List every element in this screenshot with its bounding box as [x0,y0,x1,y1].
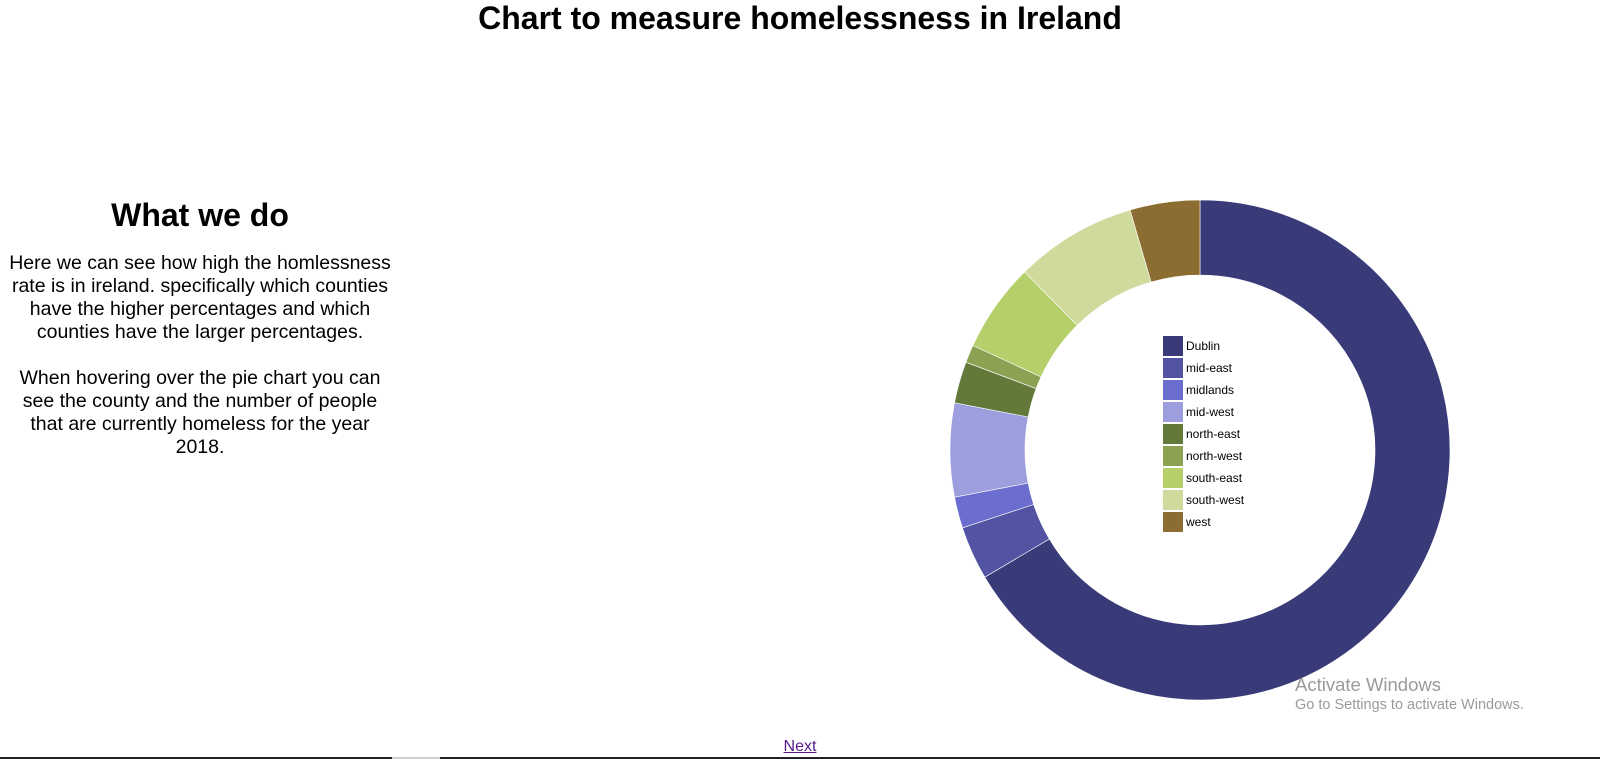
legend-swatch [1163,380,1183,400]
legend-label: north-west [1186,449,1243,463]
next-link[interactable]: Next [783,738,817,755]
legend-label: midlands [1186,383,1234,397]
legend-swatch [1163,402,1183,422]
donut-chart[interactable]: Dublin mid-east midlands mid-west north-east… [940,190,1460,710]
legend-label: Dublin [1186,339,1220,353]
legend-label: south-east [1186,471,1243,485]
legend-label: mid-east [1186,361,1233,375]
legend-swatch [1163,358,1183,378]
watermark-subtitle: Go to Settings to activate Windows. [1295,697,1524,713]
slice-west[interactable] [1129,199,1201,283]
legend-item-dublin: Dublin [1163,336,1220,356]
page-title: Chart to measure homelessness in Ireland [478,0,1122,36]
activate-windows-watermark: Activate Windows Go to Settings to activ… [1295,674,1524,714]
legend-swatch [1163,468,1183,488]
legend-label: west [1185,515,1211,529]
watermark-title: Activate Windows [1295,674,1441,695]
legend-label: north-east [1186,427,1241,441]
scrollbar-thumb[interactable] [392,757,440,759]
legend-swatch [1163,336,1183,356]
legend-item-south-west: south-west [1163,490,1245,510]
description-paragraph-2: When hovering over the pie chart you can… [19,367,381,458]
legend-item-south-east: south-east [1163,468,1243,488]
slice-mid-west[interactable] [949,402,1029,498]
legend-item-mid-east: mid-east [1163,358,1233,378]
bottom-scrollbar[interactable] [0,757,1600,759]
legend-swatch [1163,490,1183,510]
legend-item-north-east: north-east [1163,424,1241,444]
legend-item-mid-west: mid-west [1163,402,1235,422]
legend-swatch [1163,446,1183,466]
legend-item-north-west: north-west [1163,446,1243,466]
description-paragraph-1: Here we can see how high the homlessness… [9,252,391,343]
slice-dublin[interactable] [984,199,1451,701]
section-heading: What we do [111,197,289,233]
legend-swatch [1163,512,1183,532]
what-we-do-section: What we do Here we can see how high the … [0,196,400,482]
legend-label: mid-west [1186,405,1235,419]
legend-swatch [1163,424,1183,444]
legend-item-midlands: midlands [1163,380,1234,400]
legend-label: south-west [1186,493,1245,507]
legend-item-west: west [1163,512,1211,532]
